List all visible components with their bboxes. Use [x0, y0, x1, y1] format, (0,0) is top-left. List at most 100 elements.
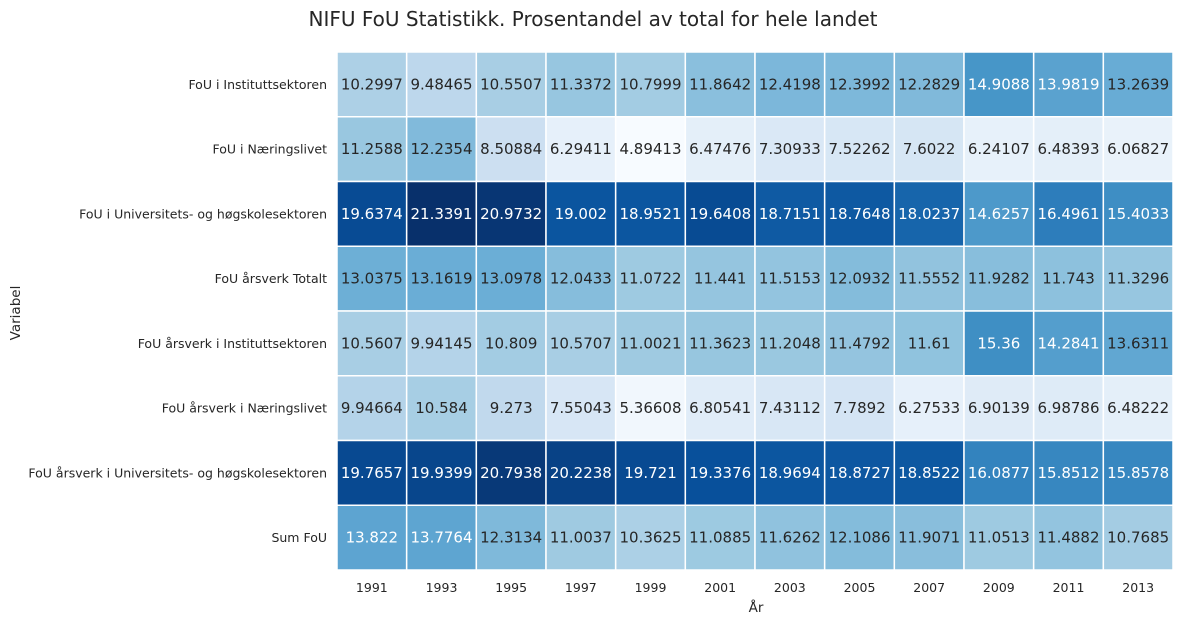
cell-value-label: 11.3372	[550, 75, 612, 93]
heatmap-cell	[614, 310, 687, 377]
cell-value-label: 12.0932	[828, 270, 890, 288]
cell-value-label: 19.002	[555, 205, 608, 223]
heatmap-cell	[963, 116, 1035, 183]
heatmap-cell	[475, 310, 547, 377]
heatmap-cell	[893, 375, 965, 442]
cell-value-label: 15.4033	[1107, 205, 1169, 223]
y-tick-label: FoU i Næringslivet	[212, 142, 327, 157]
x-tick-label: 2003	[774, 580, 806, 595]
cell-value-label: 10.3625	[619, 529, 681, 547]
heatmap-cell	[823, 310, 896, 377]
heatmap-cell	[545, 504, 617, 571]
heatmap-cell	[893, 439, 965, 506]
cell-value-label: 10.2997	[341, 75, 403, 93]
heatmap-cell	[1102, 504, 1174, 571]
cell-value-label: 13.0375	[341, 270, 403, 288]
cell-value-label: 18.8727	[828, 464, 890, 482]
cell-value-label: 13.7764	[410, 529, 472, 547]
heatmap-cell	[545, 245, 617, 312]
cell-value-label: 12.3134	[480, 529, 542, 547]
heatmap-cell	[1102, 375, 1174, 442]
cell-value-label: 18.7151	[759, 205, 821, 223]
x-tick-label: 2009	[983, 580, 1015, 595]
cell-value-label: 11.3296	[1107, 270, 1169, 288]
heatmap-cell	[336, 245, 408, 312]
x-tick-labels: 1991 1993 1995 1997 1999 2001 2003 2005 2007 2009…	[356, 580, 1154, 595]
cell-value-label: 11.2048	[759, 334, 821, 352]
heatmap-cell	[754, 245, 826, 312]
cell-value-label: 7.43112	[759, 399, 821, 417]
heatmap-cell	[405, 51, 478, 118]
x-tick-label: 1993	[426, 580, 458, 595]
chart-title: NIFU FoU Statistikk. Prosentandel av tot…	[308, 7, 877, 31]
heatmap-cell	[963, 375, 1035, 442]
heatmap-cell	[1032, 310, 1105, 377]
heatmap-cell	[684, 116, 756, 183]
cell-value-label: 11.6262	[759, 529, 821, 547]
cell-value-label: 19.721	[624, 464, 677, 482]
heatmap-cell	[684, 439, 756, 506]
cell-value-label: 7.55043	[550, 399, 612, 417]
cell-value-label: 6.47476	[689, 140, 751, 158]
cell-value-label: 19.7657	[341, 464, 403, 482]
cell-value-label: 6.90139	[968, 399, 1030, 417]
cell-value-label: 9.273	[490, 399, 533, 417]
cell-value-label: 11.2588	[341, 140, 403, 158]
heatmap-cell	[893, 245, 965, 312]
heatmap-cell	[614, 504, 687, 571]
heatmap-cell	[336, 375, 408, 442]
cell-value-label: 18.0237	[898, 205, 960, 223]
heatmap-cell	[1032, 116, 1105, 183]
cell-value-label: 21.3391	[410, 205, 472, 223]
y-axis-label: Variabel	[8, 286, 24, 341]
cell-value-label: 9.94664	[341, 399, 403, 417]
cell-value-label: 19.3376	[689, 464, 751, 482]
cell-value-label: 7.52262	[828, 140, 890, 158]
y-tick-label: FoU i Universitets- og høgskolesektoren	[79, 206, 327, 221]
heatmap-cell	[963, 439, 1035, 506]
cell-value-label: 18.9521	[619, 205, 681, 223]
heatmap-cell	[754, 310, 826, 377]
cell-value-label: 11.5153	[759, 270, 821, 288]
heatmap-cell	[545, 439, 617, 506]
cell-value-label: 13.6311	[1107, 334, 1169, 352]
x-tick-label: 2007	[913, 580, 945, 595]
cell-value-label: 8.50884	[480, 140, 542, 158]
cell-value-label: 19.9399	[410, 464, 472, 482]
heatmap-cell	[336, 51, 408, 118]
cell-value-label: 13.822	[346, 529, 399, 547]
cell-value-label: 10.809	[485, 334, 538, 352]
cell-value-label: 20.2238	[550, 464, 612, 482]
x-axis-label: År	[749, 599, 764, 616]
cell-value-label: 11.9071	[898, 529, 960, 547]
cell-value-label: 11.61	[908, 334, 951, 352]
heatmap-cell	[963, 245, 1035, 312]
heatmap-cell	[336, 310, 408, 377]
x-tick-label: 1995	[495, 580, 527, 595]
cell-value-label: 14.6257	[968, 205, 1030, 223]
heatmap-cell	[754, 375, 826, 442]
cell-value-label: 16.4961	[1037, 205, 1099, 223]
cell-value-label: 18.9694	[759, 464, 821, 482]
cell-value-label: 18.8522	[898, 464, 960, 482]
cell-value-label: 11.441	[694, 270, 747, 288]
cell-value-label: 13.1619	[410, 270, 472, 288]
cell-value-label: 15.8578	[1107, 464, 1169, 482]
cell-value-label: 9.48465	[410, 75, 472, 93]
heatmap-cell	[405, 439, 478, 506]
heatmap-cell	[614, 180, 687, 247]
heatmap-cell	[963, 504, 1035, 571]
cell-value-label: 10.7999	[619, 75, 681, 93]
cell-value-label: 12.2354	[410, 140, 472, 158]
heatmap-cell	[1032, 504, 1105, 571]
cell-value-label: 7.7892	[833, 399, 886, 417]
x-tick-label: 2005	[844, 580, 876, 595]
heatmap-cell	[893, 116, 965, 183]
cell-value-label: 12.0433	[550, 270, 612, 288]
cell-value-label: 11.0885	[689, 529, 751, 547]
heatmap-cell	[823, 504, 896, 571]
cell-value-label: 6.27533	[898, 399, 960, 417]
heatmap-cell	[963, 51, 1035, 118]
heatmap-cell	[754, 439, 826, 506]
cell-value-label: 13.2639	[1107, 75, 1169, 93]
